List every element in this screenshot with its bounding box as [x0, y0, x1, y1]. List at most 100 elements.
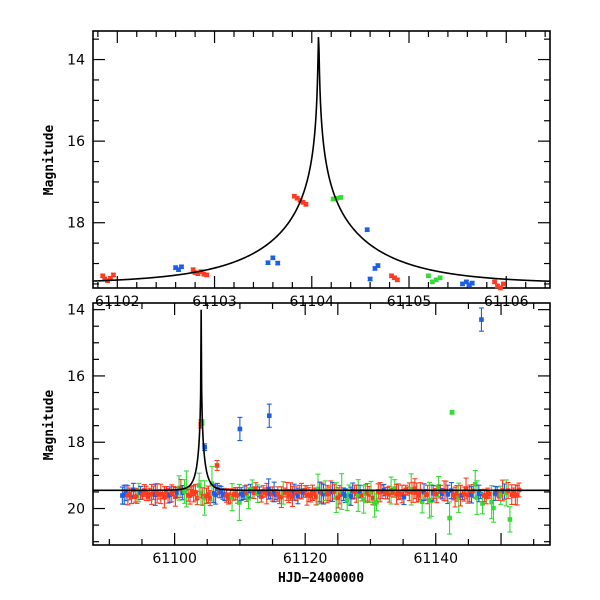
data-point	[163, 489, 169, 495]
data-point	[386, 491, 392, 497]
data-point	[489, 499, 494, 505]
data-point	[433, 277, 439, 283]
data-point	[290, 494, 295, 499]
data-point	[204, 272, 210, 278]
data-point	[483, 494, 489, 500]
data-point	[357, 489, 363, 494]
y-tick-label: 14	[67, 53, 85, 69]
data-point	[244, 490, 249, 496]
y-tick-label: 18	[67, 216, 85, 232]
data-point	[182, 489, 187, 494]
data-point	[461, 491, 467, 497]
data-point	[487, 491, 493, 497]
data-point	[425, 492, 430, 497]
data-point	[469, 280, 475, 286]
data-point	[437, 275, 443, 281]
data-point	[251, 490, 257, 496]
top-panel-tick-labels: 61102 61103 61104 61105 61106 14 16 18	[67, 53, 528, 310]
data-point	[259, 494, 264, 499]
data-point	[366, 492, 372, 497]
data-point	[419, 499, 425, 505]
data-point	[480, 501, 485, 506]
data-point	[338, 195, 344, 200]
data-point	[401, 494, 407, 500]
data-point	[339, 489, 345, 494]
data-point	[202, 444, 207, 450]
data-point	[160, 491, 165, 497]
data-point	[452, 494, 458, 500]
data-point	[226, 496, 231, 501]
data-point	[266, 413, 272, 419]
data-point	[343, 493, 348, 499]
data-point	[394, 491, 399, 497]
top-panel: 61102 61103 61104 61105 61106 14 16 18 Magnitud…	[42, 30, 551, 310]
data-point	[312, 491, 317, 496]
x-tick-label: 61105	[387, 294, 432, 310]
data-point	[334, 195, 340, 201]
data-point	[332, 489, 337, 494]
x-tick-label: 61104	[290, 294, 335, 310]
data-point	[412, 486, 418, 491]
data-point	[472, 482, 478, 487]
data-point	[501, 281, 506, 287]
data-point	[337, 492, 343, 498]
data-point	[399, 491, 405, 497]
data-point	[301, 490, 306, 496]
data-point	[418, 488, 423, 494]
data-point	[370, 495, 376, 501]
data-point	[214, 463, 220, 468]
data-point	[171, 488, 176, 494]
data-point	[229, 494, 235, 500]
data-point	[439, 491, 445, 497]
y-tick-label: 16	[67, 369, 85, 385]
data-point	[492, 279, 497, 285]
data-point	[408, 487, 414, 492]
data-point	[293, 491, 299, 496]
data-point	[454, 491, 460, 496]
data-point	[275, 260, 281, 266]
data-point	[361, 497, 366, 502]
data-point	[392, 275, 397, 281]
x-tick-label: 61106	[484, 294, 529, 310]
top-panel-frame	[92, 30, 551, 289]
bottom-panel-ticks	[93, 303, 550, 545]
data-point	[396, 489, 401, 495]
data-point	[449, 410, 455, 415]
y-tick-label: 14	[67, 303, 85, 319]
data-point	[100, 273, 106, 279]
data-point	[414, 490, 419, 495]
data-point	[367, 276, 373, 282]
data-point	[359, 493, 365, 498]
data-point	[434, 492, 440, 497]
data-point	[134, 493, 140, 499]
data-point	[240, 492, 246, 498]
data-point	[389, 273, 394, 279]
data-point	[237, 500, 242, 505]
bottom-xlabel: HJD−2400000	[278, 571, 364, 586]
data-point	[145, 494, 151, 499]
data-point	[198, 490, 204, 496]
data-point	[173, 265, 178, 270]
data-point	[284, 489, 290, 494]
data-point	[196, 483, 202, 488]
x-tick-label: 61120	[283, 551, 328, 567]
data-point	[374, 500, 379, 505]
data-point	[416, 493, 421, 498]
data-point	[372, 266, 378, 271]
x-tick-label: 61103	[192, 294, 237, 310]
data-point	[503, 490, 509, 496]
data-point	[201, 271, 207, 277]
bottom-panel: 61100 61120 61140 14 16 18 20 Magnitude HJD−24…	[42, 302, 551, 586]
data-point	[368, 489, 374, 495]
data-point	[264, 491, 270, 496]
top-panel-ticks	[93, 31, 550, 288]
data-point	[190, 267, 196, 272]
data-point	[102, 276, 107, 282]
data-point	[286, 493, 292, 499]
data-point	[265, 260, 271, 266]
y-tick-label: 20	[67, 502, 85, 518]
data-point	[294, 195, 300, 201]
top-ylabel: Magnitude	[42, 125, 57, 196]
bottom-panel-frame	[92, 302, 551, 546]
